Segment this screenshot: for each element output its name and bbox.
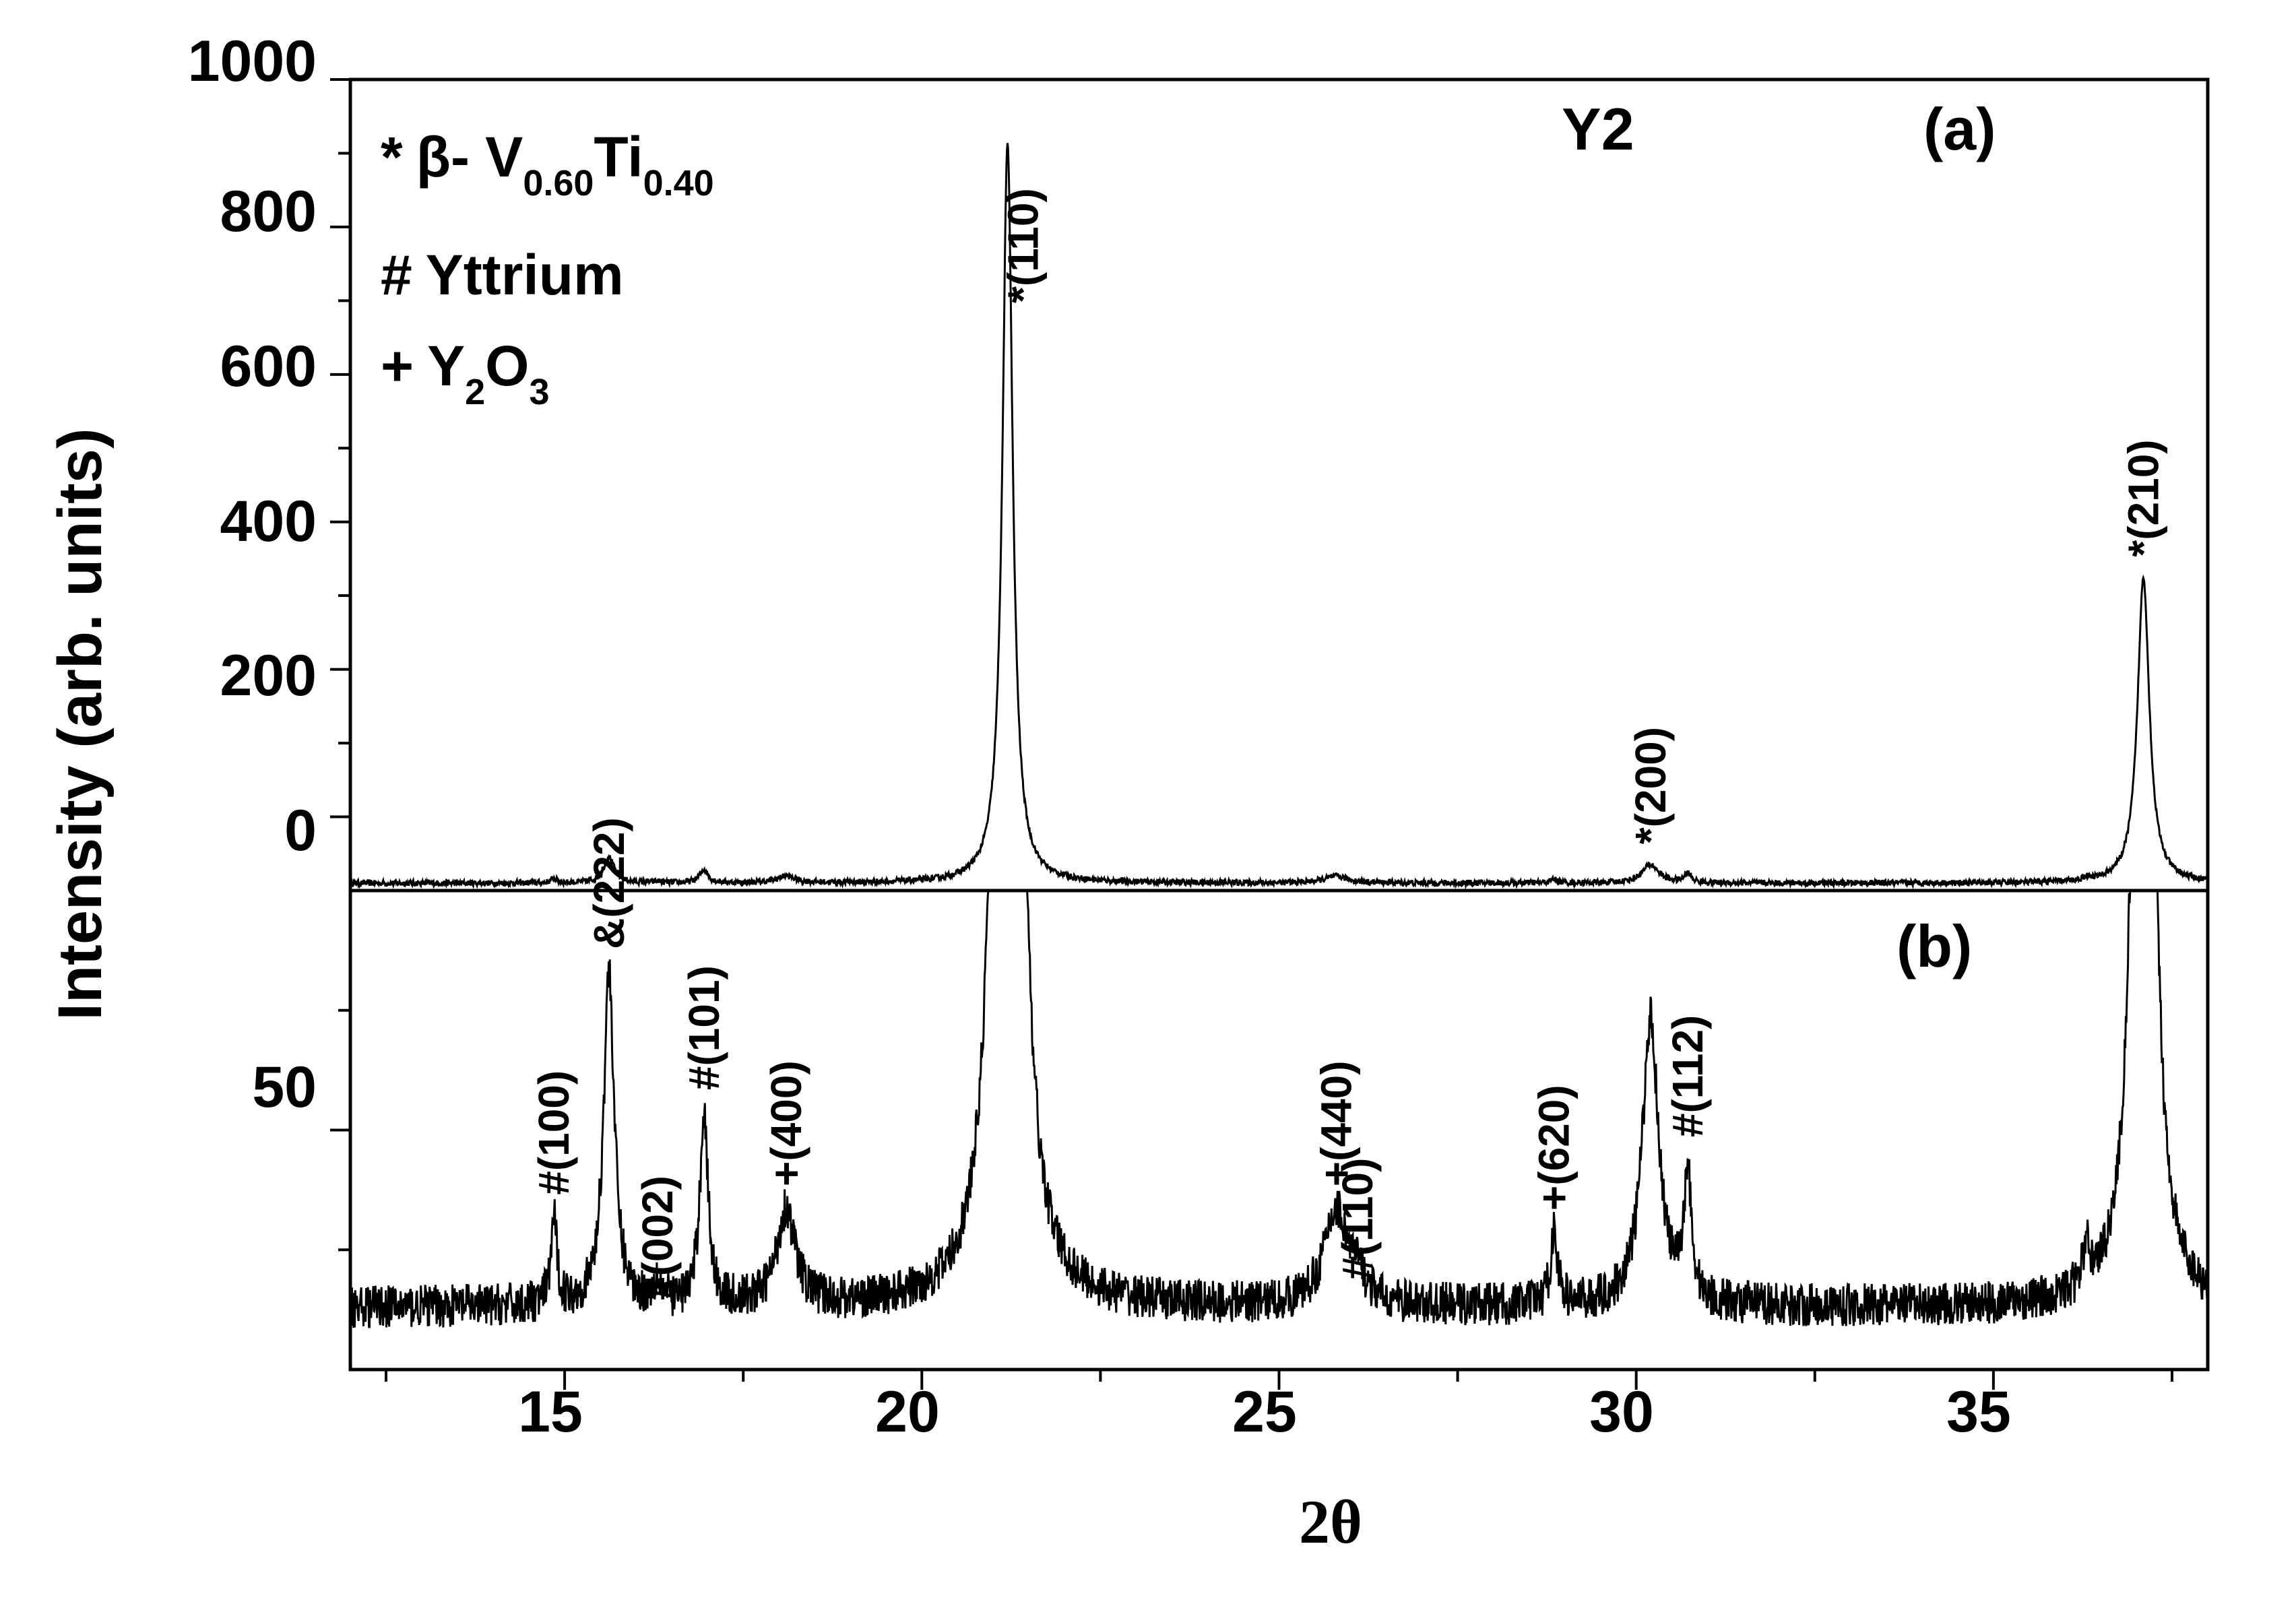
plot-frame [348, 77, 2210, 1372]
legend-yttrium-symbol: # [381, 243, 412, 307]
xtick-20: 20 [875, 1380, 940, 1444]
x-axis-title: 2θ [1299, 1487, 1362, 1556]
legend-vti-symbol: * [381, 125, 403, 189]
peak-label: #(002) [633, 1176, 682, 1300]
peak-label: &(222) [585, 817, 633, 949]
legend-y2o3-sub1: 2 [465, 372, 485, 412]
panel-label-b: (b) [1896, 913, 1972, 979]
peak-label: +(400) [762, 1060, 810, 1186]
legend-entry-yttrium: # Yttrium [381, 243, 624, 307]
pattern-a-line [349, 143, 2209, 890]
legend-yttrium-text: Yttrium [426, 243, 624, 307]
xtick-35: 35 [1946, 1380, 2011, 1444]
ytick-a-200: 200 [220, 643, 317, 708]
xtick-30: 30 [1589, 1380, 1654, 1444]
ytick-a-1000: 1000 [188, 29, 317, 94]
peak-labels: *(110) *(200) *(210) #(100) &(222) #(002) #(10… [530, 188, 2167, 1300]
peak-label: *(110) [999, 188, 1048, 303]
peak-label: +(620) [1530, 1085, 1578, 1211]
peak-label: +(440) [1312, 1060, 1360, 1186]
legend-entry-vti: * β- V0.60Ti0.40 [381, 125, 714, 203]
peak-label: #(112) [1663, 1015, 1712, 1137]
legend-vti-text: β- V [416, 125, 523, 189]
legend-y2o3-symbol: + [381, 334, 414, 397]
pattern-b-line [349, 889, 2209, 1328]
legend-y2o3-text: Y [427, 334, 465, 397]
legend-vti-mid: Ti [594, 125, 643, 189]
xtick-25: 25 [1232, 1380, 1297, 1444]
peak-label: *(200) [1626, 727, 1675, 844]
ytick-a-600: 600 [220, 334, 317, 399]
legend-vti-sub2: 0.40 [643, 163, 714, 203]
peak-label: *(210) [2119, 439, 2168, 556]
xtick-15: 15 [518, 1380, 583, 1444]
legend: * β- V0.60Ti0.40 # Yttrium + Y2O3 [381, 125, 714, 412]
ytick-b-50: 50 [252, 1055, 317, 1120]
ytick-a-0: 0 [284, 798, 317, 863]
peak-label: #(101) [680, 965, 728, 1090]
peak-label: #(110) [1333, 1158, 1382, 1280]
legend-y2o3-mid: O [485, 334, 529, 397]
sample-label: Y2 [1562, 96, 1634, 162]
legend-entry-y2o3: + Y2O3 [381, 334, 550, 412]
ytick-a-800: 800 [220, 179, 317, 244]
y-axis-title: Intensity (arb. units) [46, 428, 115, 1020]
ytick-a-400: 400 [220, 489, 317, 554]
axis-ticks [330, 78, 2173, 1390]
legend-vti-sub1: 0.60 [523, 163, 594, 203]
panel-label-a: (a) [1923, 96, 1996, 162]
legend-y2o3-sub2: 3 [529, 372, 549, 412]
peak-label: #(100) [530, 1070, 578, 1195]
